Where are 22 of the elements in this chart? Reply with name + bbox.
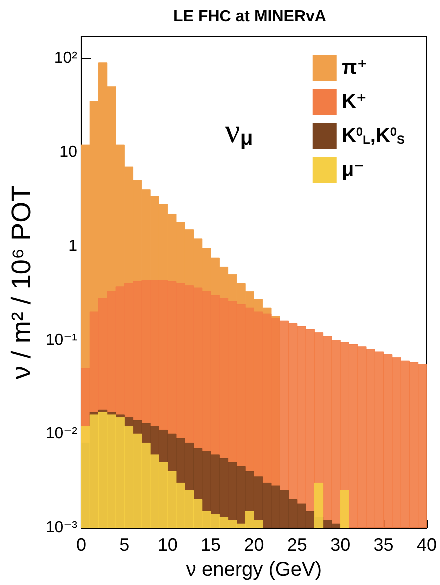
y-axis-title: ν / m² / 10⁶ POT [6, 185, 36, 380]
x-tick-label: 0 [76, 535, 86, 555]
chart-title: LE FHC at MINERvA [174, 8, 327, 26]
y-tick-label: 10⁻² [46, 426, 78, 443]
annotation: νμ [225, 114, 254, 150]
x-axis-title: ν energy (GeV) [186, 559, 322, 581]
x-tick-label: 35 [374, 535, 394, 555]
y-tick-label: 10⁻¹ [46, 332, 78, 349]
x-tick-label: 5 [120, 535, 130, 555]
y-tick-label: 10 [60, 144, 78, 162]
legend-label: K⁺ [342, 91, 367, 113]
x-tick-label: 25 [287, 535, 308, 555]
y-tick-label: 10² [54, 50, 78, 68]
x-tick-label: 20 [244, 535, 264, 555]
x-tick-label: 15 [201, 535, 222, 555]
x-tick-label: 30 [330, 535, 351, 555]
x-tick-label: 40 [416, 535, 438, 555]
x-tick-label: 10 [158, 535, 178, 555]
y-tick-label: 1 [68, 238, 78, 255]
y-tick-label: 10⁻³ [46, 520, 78, 536]
legend-label: π⁺ [342, 57, 368, 79]
legend-label: μ⁻ [342, 159, 365, 181]
